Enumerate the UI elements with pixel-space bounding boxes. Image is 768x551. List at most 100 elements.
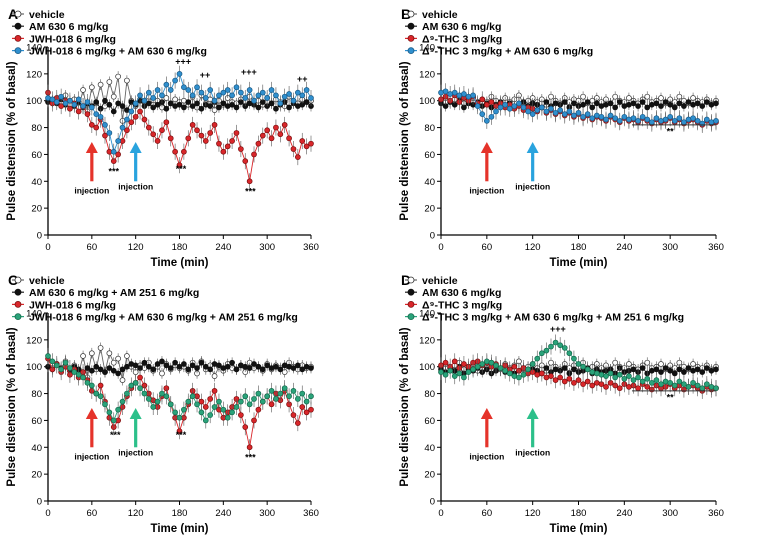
data-point bbox=[176, 414, 183, 421]
data-point bbox=[189, 103, 196, 109]
y-tick-label: 40 bbox=[424, 177, 435, 188]
y-axis-label: Pulse distension (% of basal) bbox=[6, 327, 18, 486]
data-point bbox=[580, 363, 586, 370]
data-point bbox=[295, 362, 301, 369]
data-point bbox=[181, 84, 187, 91]
y-tick-label: 100 bbox=[26, 96, 42, 107]
data-point bbox=[75, 108, 82, 115]
data-point bbox=[242, 393, 249, 400]
data-point bbox=[465, 369, 472, 375]
series-combo_green bbox=[45, 347, 314, 429]
data-point bbox=[150, 95, 157, 101]
significance-annotation: ** bbox=[667, 392, 675, 402]
data-point bbox=[593, 100, 600, 107]
y-axis-label: Pulse distension (% of basal) bbox=[399, 61, 411, 220]
data-point bbox=[84, 365, 91, 371]
data-point bbox=[194, 365, 200, 371]
data-point bbox=[626, 384, 632, 390]
data-point bbox=[461, 374, 467, 381]
data-point bbox=[93, 363, 100, 370]
data-point bbox=[598, 113, 605, 120]
data-point bbox=[548, 343, 554, 350]
x-tick-label: 60 bbox=[482, 508, 493, 519]
data-point bbox=[681, 103, 687, 109]
data-point bbox=[516, 100, 522, 107]
legend-label: Δ⁹-THC 3 mg/kg bbox=[422, 33, 502, 45]
data-point bbox=[295, 396, 301, 402]
data-point bbox=[145, 363, 152, 370]
data-point bbox=[273, 92, 279, 99]
data-point bbox=[456, 92, 463, 99]
data-point bbox=[132, 100, 139, 107]
data-point bbox=[181, 104, 187, 111]
data-point bbox=[621, 103, 628, 109]
data-point bbox=[644, 93, 651, 100]
injection-arrow: injection bbox=[74, 408, 109, 461]
x-tick-label: 120 bbox=[128, 508, 144, 519]
data-point bbox=[497, 365, 504, 371]
data-point bbox=[621, 113, 628, 120]
data-point bbox=[58, 366, 65, 373]
data-point bbox=[676, 378, 683, 385]
data-point bbox=[93, 111, 100, 117]
data-point bbox=[181, 361, 187, 367]
data-point bbox=[58, 93, 65, 100]
data-point bbox=[115, 138, 121, 144]
data-point bbox=[303, 87, 310, 93]
data-point bbox=[713, 366, 719, 373]
data-point bbox=[88, 104, 95, 111]
x-tick-label: 120 bbox=[128, 242, 144, 253]
legend-label: AM 630 6 mg/kg bbox=[422, 287, 501, 299]
data-point bbox=[53, 362, 60, 369]
data-point bbox=[571, 112, 577, 119]
data-point bbox=[137, 108, 143, 115]
data-point bbox=[88, 84, 95, 91]
data-point bbox=[662, 99, 669, 105]
data-point bbox=[525, 366, 531, 373]
data-point bbox=[216, 398, 222, 405]
data-point bbox=[137, 374, 143, 381]
data-point bbox=[474, 103, 481, 109]
data-point bbox=[97, 382, 104, 389]
data-point bbox=[119, 377, 126, 383]
data-point bbox=[202, 138, 209, 144]
data-point bbox=[520, 104, 527, 111]
data-point bbox=[229, 409, 235, 416]
data-point bbox=[699, 369, 706, 375]
x-tick-label: 300 bbox=[259, 242, 275, 253]
data-point bbox=[493, 362, 499, 369]
data-point bbox=[303, 398, 310, 405]
data-point bbox=[211, 373, 218, 379]
legend-label: JWH-018 6 mg/kg bbox=[29, 33, 116, 45]
data-point bbox=[67, 97, 73, 104]
data-point bbox=[635, 385, 641, 392]
data-point bbox=[181, 406, 187, 413]
data-point bbox=[543, 347, 550, 354]
x-tick-label: 0 bbox=[438, 242, 443, 253]
data-point bbox=[299, 366, 306, 373]
y-tick-label: 120 bbox=[419, 335, 435, 346]
data-point bbox=[694, 118, 701, 124]
data-point bbox=[124, 353, 130, 359]
data-point bbox=[685, 365, 692, 371]
data-point bbox=[488, 359, 495, 366]
injection-label: injection bbox=[74, 451, 109, 461]
injection-label: injection bbox=[515, 181, 550, 191]
data-point bbox=[185, 366, 192, 373]
data-point bbox=[493, 108, 499, 115]
series-am630 bbox=[45, 355, 314, 379]
data-point bbox=[635, 118, 641, 124]
data-point bbox=[580, 381, 586, 388]
data-point bbox=[557, 374, 564, 381]
injection-arrow: injection bbox=[469, 142, 504, 195]
injection-arrow: injection bbox=[118, 408, 153, 457]
data-point bbox=[667, 379, 674, 386]
data-point bbox=[671, 370, 678, 377]
x-tick-label: 60 bbox=[482, 242, 493, 253]
data-point bbox=[612, 104, 619, 111]
data-point bbox=[483, 101, 490, 108]
data-point bbox=[154, 101, 161, 108]
y-tick-label: 0 bbox=[430, 231, 435, 242]
data-point bbox=[506, 105, 513, 112]
